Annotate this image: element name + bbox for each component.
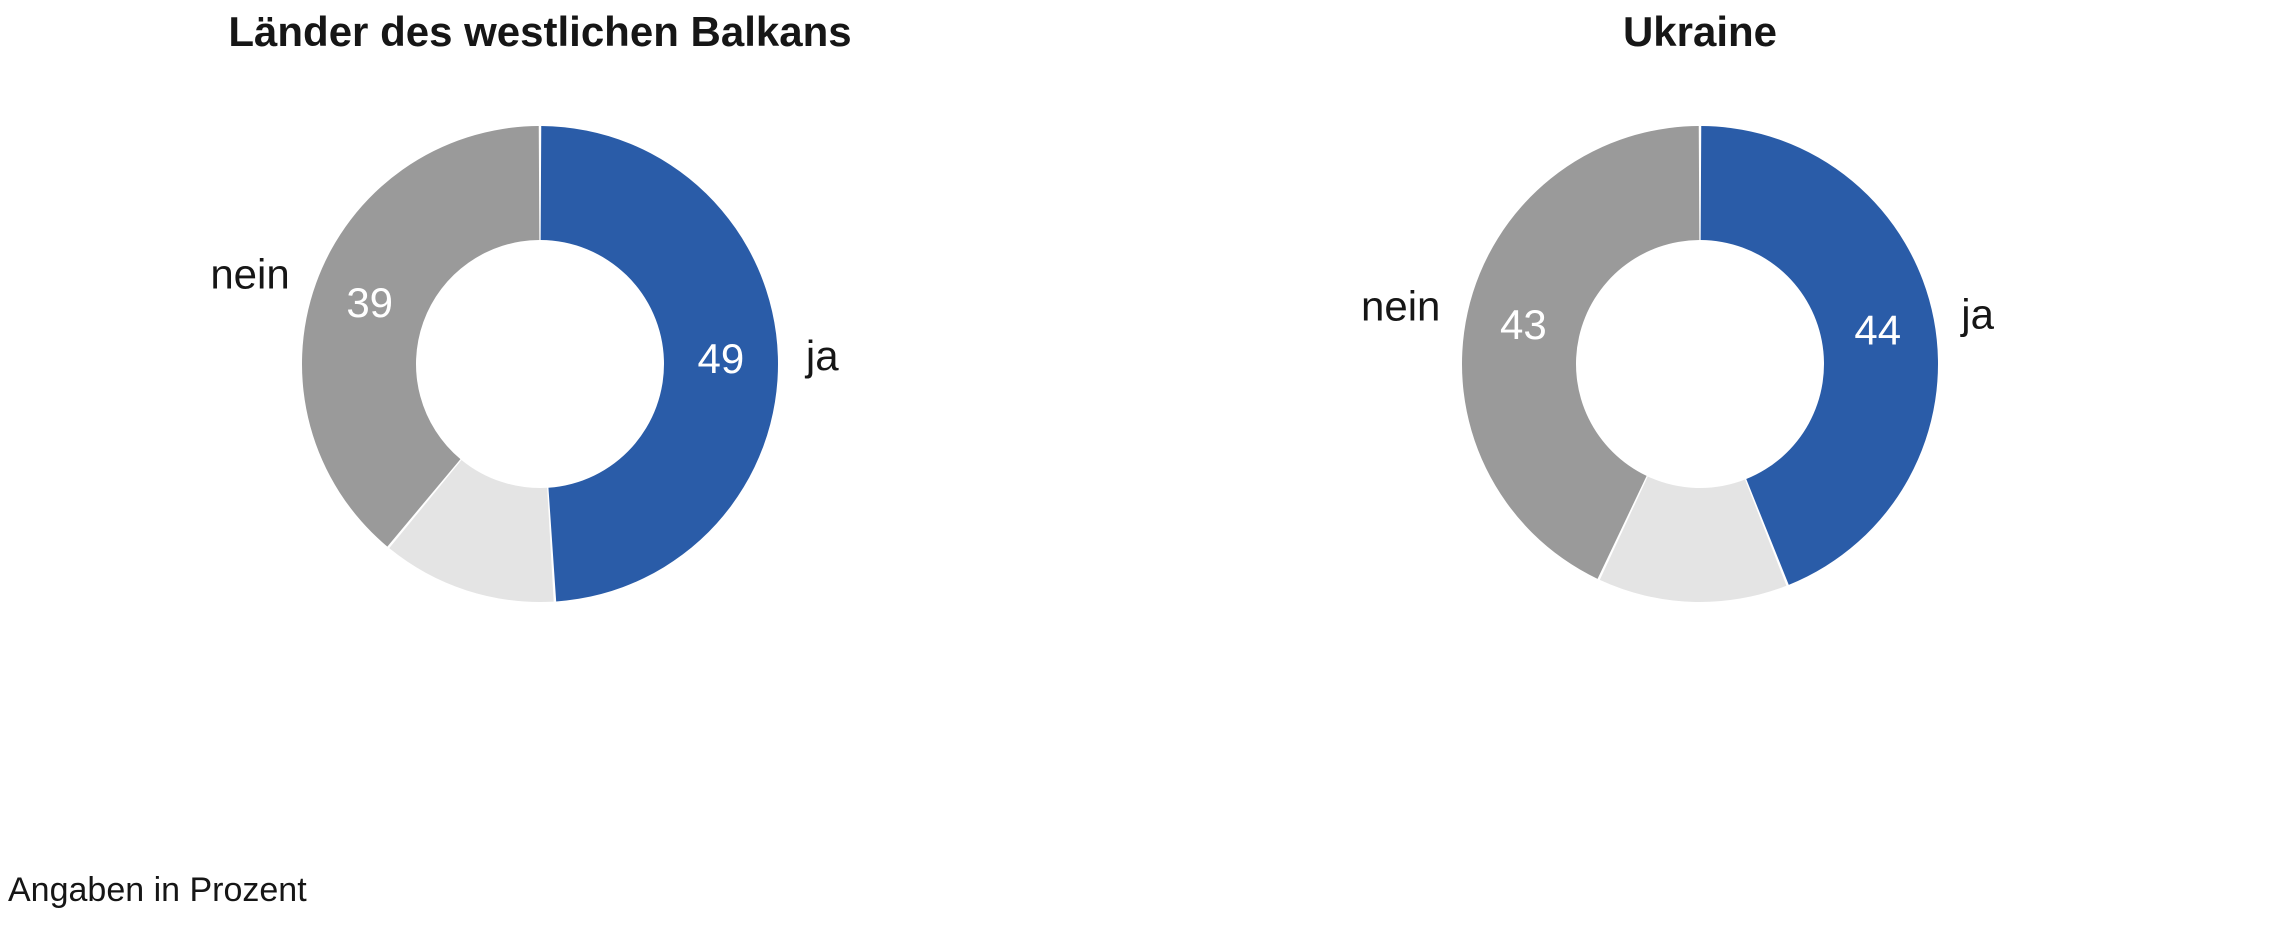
donut-value-label: 44	[1854, 307, 1901, 354]
donut-value-label: 39	[346, 279, 393, 326]
chart-block: Ukraine 44 ja 43 nein	[1220, 0, 2180, 622]
donut-outside-label: nein	[1361, 282, 1440, 329]
donut-value-label: 49	[698, 335, 745, 382]
donut-chart: 44 ja 43 nein	[1302, 106, 2098, 622]
chart-container: Länder des westlichen Balkans49ja39neinU…	[0, 0, 2283, 930]
chart-title: Ukraine	[1220, 8, 2180, 56]
donut-outside-label: nein	[210, 250, 289, 297]
charts-row: Länder des westlichen Balkans49ja39neinU…	[0, 0, 2283, 622]
donut-wrap: 44 ja 43 nein	[1220, 106, 2180, 622]
donut-chart: 49 ja 39 nein	[142, 106, 938, 622]
chart-title: Länder des westlichen Balkans	[60, 8, 1020, 56]
footnote-text: Angaben in Prozent	[8, 871, 307, 910]
donut-value-label: 43	[1500, 301, 1547, 348]
donut-wrap: 49 ja 39 nein	[60, 106, 1020, 622]
donut-outside-label: ja	[1959, 291, 1994, 338]
chart-block: Länder des westlichen Balkans 49 ja 39 nein	[60, 0, 1020, 622]
donut-outside-label: ja	[804, 332, 839, 379]
